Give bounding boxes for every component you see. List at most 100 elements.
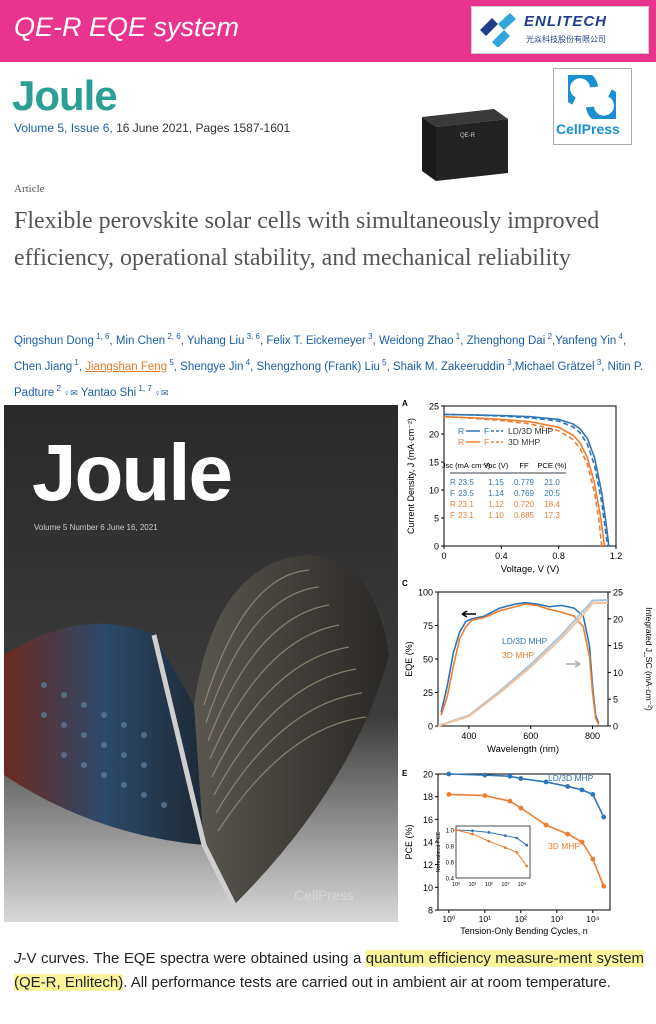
legend-label: 3D MHP <box>508 437 540 447</box>
enlitech-logo-subtitle: 光焱科技股份有限公司 <box>526 35 606 44</box>
author-separator: , <box>180 334 187 347</box>
data-point <box>518 776 524 781</box>
panel-letter: C <box>402 579 408 588</box>
data-point <box>579 787 585 793</box>
inset-frame <box>455 825 531 879</box>
author-name[interactable]: Nitin P. Padture <box>14 360 644 399</box>
data-point <box>518 805 524 811</box>
inset-x-tick-label: 10³ <box>501 882 509 888</box>
author-name[interactable]: Yantao Shi <box>80 386 137 399</box>
author-affiliation: 3 <box>504 357 512 367</box>
author-name[interactable]: Chen Jiang <box>14 360 73 373</box>
table-cell: 23.1 <box>458 500 474 509</box>
x-tick-label: 800 <box>585 731 600 741</box>
chart-panel-e: E 8 10 12 14 16 18 20 10⁰ 10¹ 10² 10³ 10⁴ Tension-Onl… <box>402 769 611 936</box>
author-affiliation: 2 <box>545 332 552 341</box>
table-cell: 23.5 <box>458 489 474 498</box>
article-title: Flexible perovskite solar cells with sim… <box>14 208 600 271</box>
data-point <box>507 773 513 779</box>
y-tick-label: 50 <box>423 655 433 665</box>
inset-data-point <box>525 864 529 868</box>
x-axis-label: Wavelength (nm) <box>487 744 559 755</box>
data-point <box>590 856 596 862</box>
author-name[interactable]: Zhenghong Dai <box>466 334 546 347</box>
data-point <box>579 839 585 845</box>
y-tick-label: 10 <box>423 883 433 893</box>
author-affiliation: 2 <box>54 383 61 393</box>
author-separator: , <box>511 360 515 373</box>
data-point <box>601 814 607 820</box>
caption-pre: -V curves. The EQE spectra were obtained… <box>21 950 366 967</box>
data-point <box>446 771 452 777</box>
author-name[interactable]: Weidong Zhao <box>378 334 454 347</box>
inset-data-point <box>515 851 519 854</box>
author-name[interactable]: Yanfeng Yin <box>555 334 617 347</box>
author-affiliation: 5 <box>379 357 387 367</box>
x-tick-label: 10⁴ <box>586 914 599 924</box>
author-contact-icon[interactable]: ♀✉ <box>151 387 169 398</box>
legend-f: F <box>484 437 489 447</box>
chart-panel-c: C 0 25 50 75 100 0 5 10 15 20 25 400 600 800 Wavelength… <box>402 579 654 755</box>
enlitech-logo-icon <box>480 13 516 47</box>
y-axis-label: Current Density, J (mA·cm⁻²) <box>406 418 416 534</box>
x-tick-label: 10³ <box>551 914 563 924</box>
cellpress-logo-icon <box>568 75 616 119</box>
y-tick-label: 100 <box>418 588 433 598</box>
volume-link[interactable]: Volume 5, Issue 6, <box>14 121 113 135</box>
author-affiliation: 1 <box>72 357 79 367</box>
enlitech-logo: ENLITECH 光焱科技股份有限公司 <box>471 6 649 54</box>
author-contact-icon[interactable]: ♀✉ <box>60 387 78 398</box>
y-tick-label: 75 <box>423 621 433 631</box>
inset-data-point <box>454 828 458 832</box>
left-axis-arrow <box>461 610 476 618</box>
y2-tick-label: 15 <box>613 641 623 651</box>
author-affiliation: 3 <box>594 357 602 367</box>
author-name[interactable]: Min Chen <box>115 334 166 347</box>
banner-title: QE-R EQE system <box>14 12 240 42</box>
y2-tick-label: 20 <box>613 614 623 624</box>
y-tick-label: 12 <box>423 860 433 870</box>
series-label: LD/3D MHP <box>548 773 594 783</box>
author-separator: , <box>623 334 627 347</box>
author-name[interactable]: Michael Grätzel <box>514 360 595 373</box>
table-cell: 23.1 <box>458 511 474 520</box>
series-label: 3D MHP <box>502 650 534 660</box>
table-cell: 1.14 <box>488 489 504 498</box>
plot-frame <box>443 405 617 547</box>
series-line <box>443 415 603 547</box>
author-name[interactable]: Yuhang Liu <box>186 334 245 347</box>
y2-tick-label: 25 <box>613 588 623 598</box>
data-point <box>565 784 571 789</box>
table-cell: 23.5 <box>458 478 474 487</box>
table-cell: 20.5 <box>544 489 560 498</box>
author-name[interactable]: Shengye Jin <box>180 360 244 373</box>
y-tick-label: 16 <box>423 815 433 825</box>
inset-data-point <box>487 831 491 834</box>
author-name[interactable]: Jiangshan Feng <box>85 360 168 373</box>
author-name[interactable]: Shengzhong (Frank) Liu <box>256 360 380 373</box>
x-tick-label: 1.2 <box>610 551 623 561</box>
y2-tick-label: 10 <box>613 668 623 678</box>
author-separator: , <box>109 334 116 347</box>
y-axis-label: EQE (%) <box>404 641 414 677</box>
table-header: FF <box>519 461 529 470</box>
author-affiliation: 4 <box>243 357 251 367</box>
series-label: LD/3D MHP <box>502 636 548 646</box>
table-cell: 1.10 <box>488 511 504 520</box>
series-line <box>440 601 600 724</box>
author-name[interactable]: Felix T. Eickemeyer <box>266 334 366 347</box>
author-name[interactable]: Shaik M. Zakeeruddin <box>392 360 505 373</box>
panel-letter: A <box>402 399 408 408</box>
author-name[interactable]: Qingshun Dong <box>14 334 94 347</box>
table-cell: R <box>450 478 456 487</box>
cover-publisher: CellPress <box>294 887 354 903</box>
table-cell: 1.12 <box>488 500 504 509</box>
legend-label: LD/3D MHP <box>508 426 554 436</box>
legend-r: R <box>458 426 464 436</box>
data-point <box>446 792 452 797</box>
data-point <box>543 779 549 785</box>
author-separator: , <box>78 360 86 373</box>
series-line <box>443 415 606 547</box>
x-axis-label: Voltage, V (V) <box>501 564 560 575</box>
product-box-label: QE-R <box>460 133 476 139</box>
